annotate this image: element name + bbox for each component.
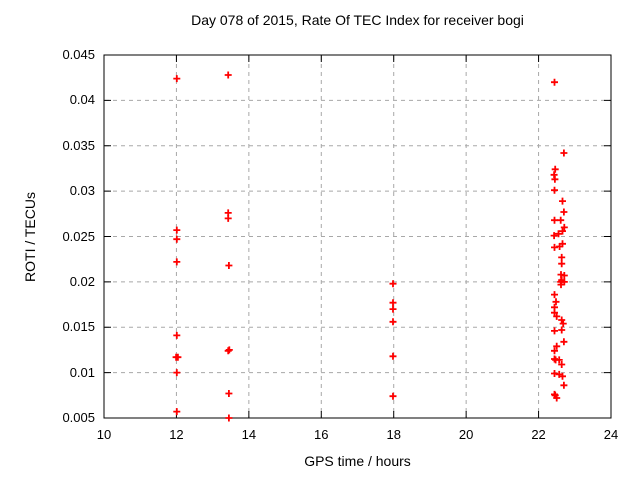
- data-point-marker: [557, 216, 565, 224]
- data-point-marker: [559, 372, 566, 380]
- x-tick-label: 14: [241, 427, 257, 442]
- data-point-marker: [555, 230, 562, 238]
- data-point-marker: [389, 305, 397, 313]
- data-point-marker: [555, 356, 563, 364]
- data-point-marker: [389, 280, 397, 288]
- data-point-marker: [389, 352, 397, 360]
- data-point-marker: [560, 208, 568, 216]
- data-point-marker: [173, 75, 181, 83]
- data-point-marker: [389, 299, 397, 307]
- data-point-marker: [173, 369, 181, 377]
- data-point-marker: [389, 318, 397, 326]
- data-point-marker: [551, 78, 558, 86]
- data-point-marker: [559, 240, 566, 248]
- data-point-marker: [560, 338, 568, 346]
- x-tick-label: 24: [603, 427, 619, 442]
- data-point-marker: [558, 260, 566, 268]
- data-point-marker: [553, 342, 561, 350]
- y-tick-label: 0.03: [69, 183, 95, 199]
- data-point-marker: [173, 258, 181, 266]
- data-point-marker: [551, 327, 558, 335]
- chart-title: Day 078 of 2015, Rate Of TEC Index for r…: [191, 12, 524, 28]
- data-point-marker: [560, 149, 568, 157]
- y-tick-label: 0.035: [62, 137, 95, 153]
- x-tick-label: 10: [96, 427, 112, 442]
- data-point-marker: [557, 281, 565, 289]
- data-point-marker: [553, 312, 561, 320]
- y-tick-label: 0.015: [62, 319, 95, 335]
- data-point-marker: [551, 175, 559, 183]
- data-point-marker: [558, 316, 566, 324]
- x-tick-label: 12: [169, 427, 184, 442]
- data-point-marker: [225, 390, 233, 397]
- x-tick-label: 22: [531, 427, 546, 442]
- data-point-marker: [551, 165, 559, 173]
- data-point-marker: [559, 227, 566, 235]
- data-point-marker: [553, 394, 561, 402]
- data-point-marker: [558, 326, 566, 334]
- data-point-marker: [173, 235, 181, 243]
- x-tick-label: 16: [314, 427, 329, 442]
- data-point-marker: [551, 309, 558, 317]
- data-point-marker: [550, 232, 558, 240]
- data-point-marker: [173, 226, 181, 234]
- data-point-marker: [552, 298, 560, 306]
- data-point-marker: [551, 216, 558, 224]
- data-point-marker: [560, 272, 568, 279]
- data-point-marker: [173, 408, 181, 416]
- data-point-marker: [551, 347, 558, 355]
- y-tick-label: 0.045: [62, 47, 95, 62]
- data-point-marker: [225, 346, 233, 354]
- y-tick-label: 0.01: [69, 364, 95, 380]
- data-point-marker: [560, 381, 568, 389]
- data-point-marker: [174, 353, 182, 361]
- data-point-marker: [559, 197, 566, 205]
- y-tick-label: 0.02: [69, 273, 95, 289]
- data-point-marker: [559, 320, 567, 328]
- data-point-marker: [225, 414, 233, 422]
- data-point-marker: [558, 253, 566, 261]
- y-tick-label: 0.04: [69, 92, 95, 108]
- data-point-marker: [551, 186, 558, 194]
- data-point-marker: [173, 331, 181, 339]
- y-tick-label: 0.025: [62, 228, 95, 244]
- data-point-marker: [551, 291, 558, 299]
- data-point-marker: [560, 223, 568, 231]
- data-point-marker: [558, 361, 566, 368]
- data-point-marker: [224, 214, 232, 222]
- data-point-marker: [389, 392, 397, 400]
- y-tick-label: 0.005: [62, 410, 95, 425]
- data-point-marker: [225, 262, 233, 269]
- data-point-marker: [224, 71, 232, 79]
- x-tick-label: 20: [458, 427, 474, 442]
- x-tick-label: 18: [386, 427, 401, 442]
- x-axis-label: GPS time / hours: [304, 453, 411, 469]
